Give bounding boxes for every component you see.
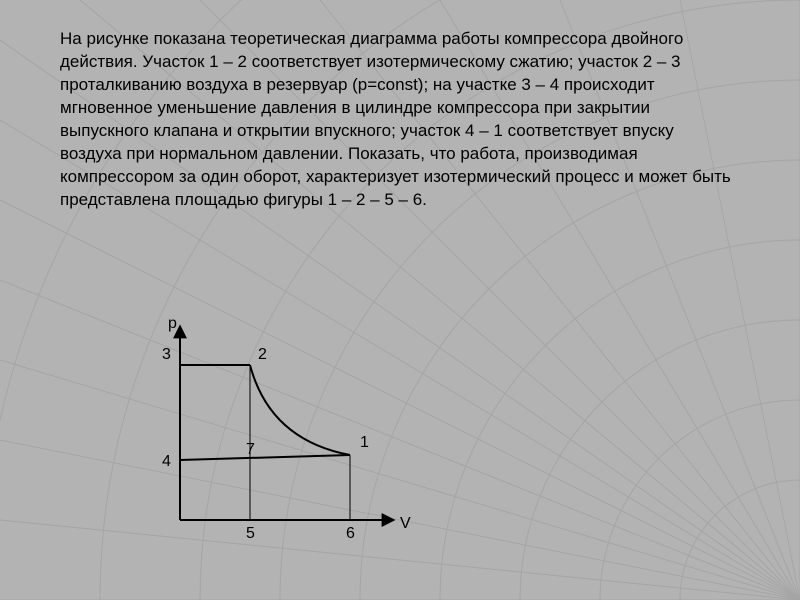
svg-text:V: V: [400, 515, 411, 532]
svg-text:2: 2: [258, 346, 267, 363]
svg-text:3: 3: [162, 346, 171, 363]
svg-text:4: 4: [162, 453, 171, 470]
svg-text:1: 1: [360, 434, 369, 451]
problem-text: На рисунке показана теоретическая диагра…: [0, 0, 800, 212]
svg-text:5: 5: [246, 525, 255, 542]
svg-text:6: 6: [346, 525, 355, 542]
pv-diagram: 1 2 3 4 5 6 7 p V: [100, 310, 460, 550]
svg-text:p: p: [168, 315, 177, 332]
svg-text:7: 7: [246, 441, 255, 458]
paragraph: На рисунке показана теоретическая диагра…: [60, 28, 740, 212]
